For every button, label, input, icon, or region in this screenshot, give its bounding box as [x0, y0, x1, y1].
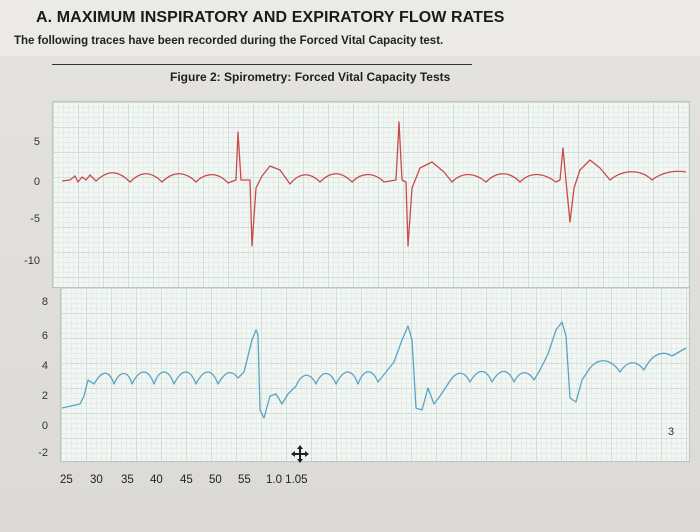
top-y-tick: -10 — [24, 255, 40, 267]
x-tick: 40 — [150, 474, 163, 486]
x-tick: 50 — [209, 474, 222, 486]
bottom-y-tick: 8 — [41, 296, 48, 308]
figure-title: Figure 2: Spirometry: Forced Vital Capac… — [170, 70, 451, 84]
top-y-tick: -5 — [30, 213, 40, 225]
divider-rule — [52, 64, 472, 65]
bottom-y-tick: 6 — [41, 330, 48, 342]
bottom-trace-line — [61, 321, 687, 419]
x-tick: 1.0 1.05 — [266, 474, 308, 486]
section-heading: A. MAXIMUM INSPIRATORY AND EXPIRATORY FL… — [36, 9, 505, 26]
x-tick: 35 — [121, 474, 134, 486]
move-cursor-icon — [290, 444, 310, 464]
top-chart-panel — [52, 101, 690, 288]
top-y-tick: 5 — [33, 136, 40, 148]
x-tick: 45 — [180, 474, 193, 486]
section-subheading: The following traces have been recorded … — [14, 35, 444, 47]
bottom-y-tick: -2 — [38, 447, 48, 459]
top-y-tick: 0 — [33, 176, 40, 188]
x-tick: 25 — [60, 474, 73, 486]
bottom-y-tick: 4 — [41, 360, 48, 372]
top-trace-line — [61, 121, 687, 247]
x-tick: 55 — [238, 474, 251, 486]
bottom-corner-label: 3 — [668, 426, 675, 438]
x-tick: 30 — [90, 474, 103, 486]
bottom-y-tick: 2 — [41, 390, 48, 402]
bottom-chart-panel — [60, 287, 690, 462]
bottom-y-tick: 0 — [41, 420, 48, 432]
